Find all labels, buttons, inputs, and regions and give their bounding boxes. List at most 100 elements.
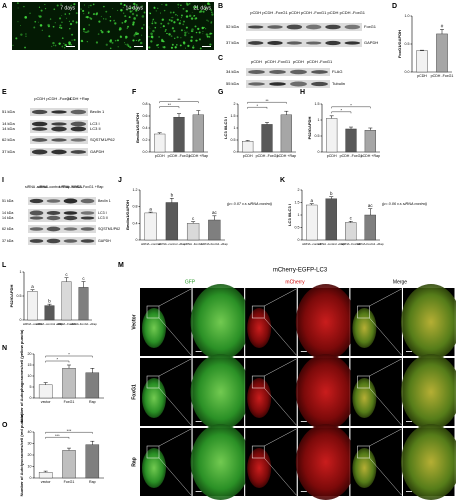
cell-dot (59, 24, 62, 27)
cell-dot (109, 40, 112, 43)
cell-dot (15, 37, 18, 40)
cell-dot (192, 6, 196, 9)
cell-dot (38, 15, 40, 17)
blot-band (290, 81, 307, 87)
cell-dot (84, 31, 87, 34)
cell-dot (195, 39, 198, 42)
y-tick-label: 15 (28, 363, 32, 367)
cell-zoom (401, 284, 456, 360)
cell-dot (129, 46, 132, 49)
cell-dot (185, 9, 188, 13)
cell-dot (148, 26, 150, 28)
bar (85, 372, 100, 399)
zoom-line (369, 288, 402, 307)
x-tick-label: pCDH -FoxG1 (340, 154, 363, 158)
protein-label: SQSTM1/P62 (98, 227, 120, 231)
blot-band (51, 122, 67, 126)
cell-dot (201, 26, 205, 30)
cell-dot (86, 31, 88, 33)
cell-dot (114, 39, 117, 42)
lane-label: pCDH +Rap (67, 96, 89, 101)
y-tick-label: 0.5 (315, 134, 320, 138)
y-axis-label: P62/GAPDH (307, 117, 312, 140)
cell-dot (34, 20, 37, 23)
cell-dot (182, 7, 185, 10)
cell-dot (155, 10, 157, 12)
cell-dot (161, 38, 164, 41)
cell-dot (54, 44, 57, 47)
cell-dot (207, 2, 210, 6)
y-axis-label: FoxG1/GAPDH (397, 30, 402, 58)
micrograph (148, 2, 214, 50)
bar (306, 204, 318, 241)
zoom-line (264, 428, 297, 447)
zoom-box (251, 305, 265, 319)
cell (142, 378, 166, 418)
cell-dot (205, 28, 207, 30)
cell-dot (141, 5, 143, 7)
protein-label: Beclin 1 (90, 109, 105, 114)
cell-dot (12, 44, 14, 47)
scale-bar (134, 46, 143, 47)
bar (78, 287, 89, 321)
cell-dot (163, 45, 166, 49)
cell-dot (113, 19, 115, 22)
cell-dot (87, 30, 90, 33)
cell-dot (68, 20, 71, 22)
cell-dot (17, 21, 19, 23)
significance-marker: # (441, 24, 444, 29)
y-axis-label: LC3 II/LC3 I (223, 117, 228, 139)
y-tick-label: 0.4 (133, 221, 138, 225)
y-tick-label: 0 (20, 318, 22, 322)
cell-dot (184, 47, 186, 49)
significance-marker: c (65, 272, 68, 277)
cell-dot (170, 19, 173, 22)
x-tick-label: pCDH +Rap (189, 154, 208, 158)
cell-dot (185, 15, 189, 18)
cell-dot (175, 13, 177, 16)
cell-dot (186, 3, 189, 6)
cell-dot (193, 15, 196, 17)
cell-dot (204, 4, 206, 7)
image-label: 14 days (125, 5, 143, 11)
cell-dot (133, 2, 136, 6)
cell-dot (174, 46, 177, 49)
cell-dot (162, 25, 165, 28)
cell-dot (73, 3, 76, 6)
cell-dot (85, 16, 88, 19)
note: (p= 0.07 v.s siRNA control) (227, 202, 273, 206)
blot-band (31, 149, 48, 155)
image-label: 21 days (193, 5, 211, 11)
cell-dot (190, 35, 193, 39)
cell-dot (124, 19, 127, 22)
x-tick-label: siRNA-FoxG1 +Rap (357, 242, 384, 246)
y-tick-label: 1.5 (231, 114, 236, 118)
cell-dot (192, 45, 194, 46)
bar (38, 472, 53, 479)
cell-dot (157, 43, 160, 46)
cell-dot (190, 17, 194, 20)
zoom-box (251, 375, 265, 389)
cell-dot (58, 42, 61, 45)
cell-zoom (401, 424, 456, 500)
y-tick-label: 0.5 (405, 42, 410, 46)
blot-strip (246, 23, 362, 31)
significance-marker: c (82, 276, 85, 281)
cell-dot (161, 18, 165, 21)
cell-dot (152, 20, 154, 22)
blot-band (344, 24, 361, 30)
cell-dot (187, 44, 190, 48)
y-tick-label: 1 (298, 213, 300, 217)
cell-dot (184, 31, 187, 35)
blot-band (305, 41, 322, 45)
blot-band (46, 238, 61, 244)
cell-dot (39, 24, 43, 27)
significance-label: *** (67, 428, 72, 433)
cell-dot (192, 46, 195, 49)
cell-dot (72, 20, 75, 23)
bar (144, 212, 157, 241)
image-label: 7 days (60, 5, 75, 11)
cell-dot (186, 31, 188, 33)
cell-dot (162, 46, 164, 48)
cell (142, 308, 166, 348)
